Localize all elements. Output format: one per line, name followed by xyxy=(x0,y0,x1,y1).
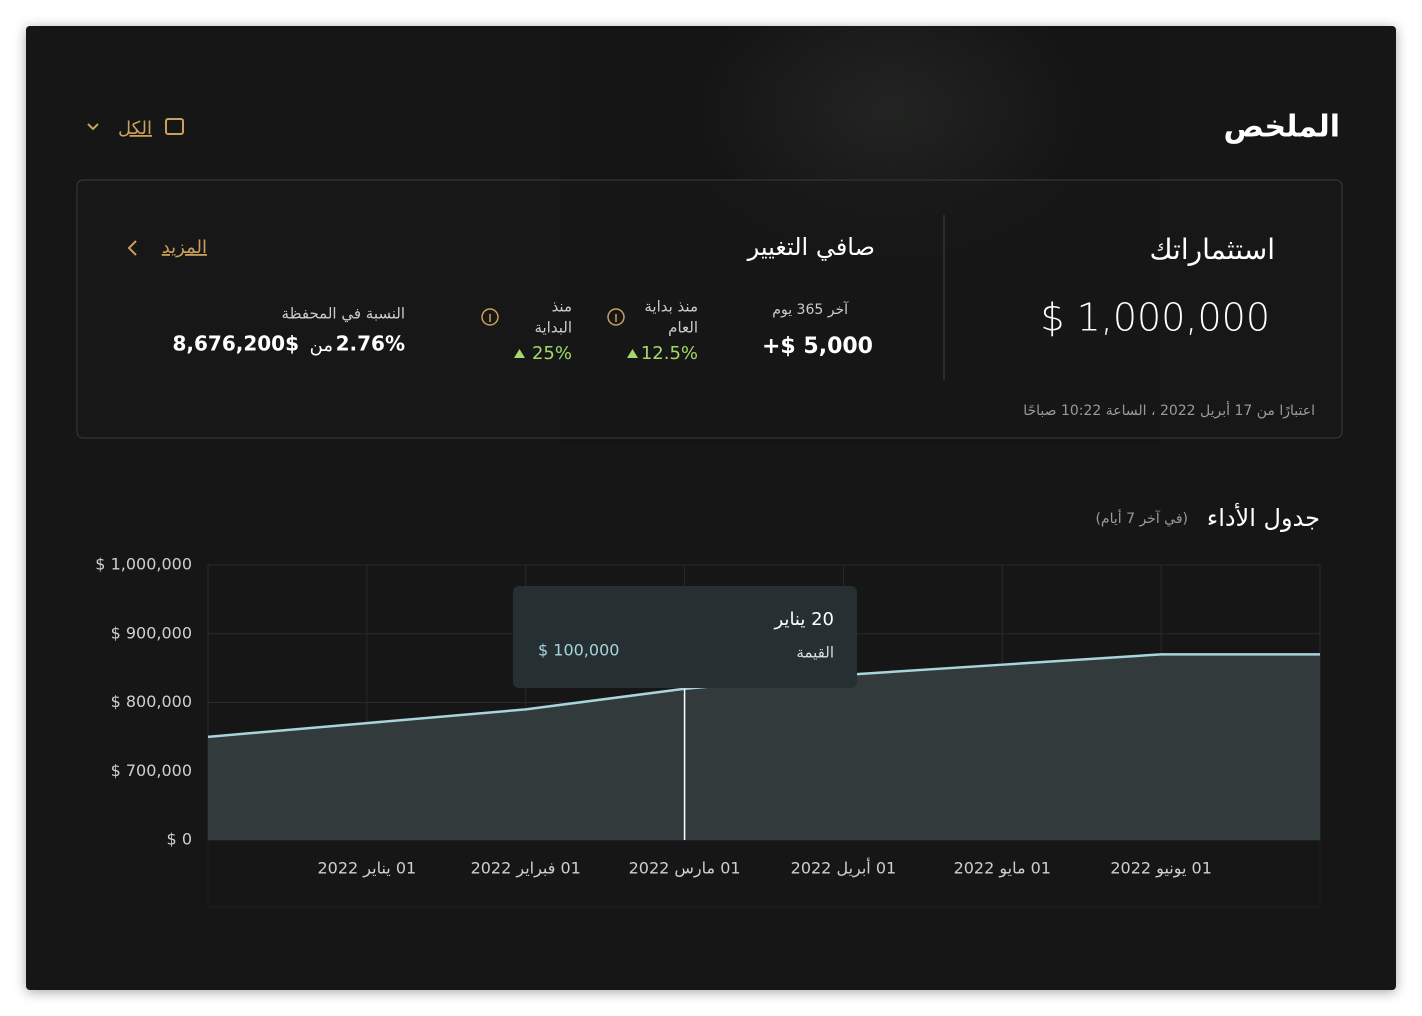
as-of: اعتبارًا من 17 أبريل 2022 ، الساعة 10:22… xyxy=(1023,401,1315,419)
x-tick-label: 01 فبراير 2022 xyxy=(471,859,581,879)
info-icon[interactable] xyxy=(481,308,499,326)
filter-label[interactable]: الكل xyxy=(118,118,152,139)
y-tick-label: $ 700,000 xyxy=(111,761,192,780)
tooltip-label: القيمة xyxy=(796,644,834,662)
stat-label: منذ xyxy=(552,298,572,316)
x-tick-label: 01 أبريل 2022 xyxy=(791,858,897,879)
net-change-title: صافي التغيير xyxy=(747,233,875,261)
stat-value: 12.5% xyxy=(641,343,698,364)
tooltip xyxy=(513,586,857,688)
investments-title: استثماراتك xyxy=(1149,233,1275,266)
area xyxy=(208,654,1320,840)
chevron-icon xyxy=(127,240,137,256)
page-title: الملخص xyxy=(1224,110,1340,145)
chart-subtitle: (في آخر 7 أيام) xyxy=(1095,509,1188,527)
stat-label: النسبة في المحفظة xyxy=(282,305,405,324)
summary-card xyxy=(76,179,1343,439)
more-label[interactable]: المزيد xyxy=(162,237,207,258)
calendar-icon xyxy=(165,118,184,135)
y-tick-label: $ 0 xyxy=(167,830,192,849)
x-tick-label: 01 مايو 2022 xyxy=(954,859,1051,879)
stat-label: آخر 365 يوم xyxy=(772,301,849,318)
up-arrow xyxy=(627,349,638,358)
x-tick-label: 01 يونيو 2022 xyxy=(1110,859,1212,879)
x-tick-label: 01 يناير 2022 xyxy=(318,859,417,879)
x-tick-label: 01 مارس 2022 xyxy=(629,859,741,879)
y-tick-label: $ 800,000 xyxy=(111,692,192,711)
portfolio-share: 2.76% xyxy=(336,332,405,356)
investments-value: $ 1,000,000 xyxy=(1040,296,1270,340)
filter-dropdown[interactable]: الكل xyxy=(87,118,184,139)
portfolio-of: من xyxy=(310,335,333,356)
more-link[interactable]: المزيد xyxy=(127,237,207,258)
tooltip-date: 20 يناير xyxy=(774,609,835,630)
stat-label: العام xyxy=(668,319,698,337)
up-arrow xyxy=(514,349,525,358)
chart-title: جدول الأداء xyxy=(1207,503,1320,532)
portfolio-total: 8,676,200$ xyxy=(172,332,299,356)
info-icon[interactable] xyxy=(607,308,625,326)
plot: $ 0 $ 700,000 $ 800,000 $ 900,000 $ 1,000,00… xyxy=(95,555,1321,879)
stat-value: +$ 5,000 xyxy=(762,334,873,359)
tooltip-value: $ 100,000 xyxy=(538,641,619,660)
y-tick-label: $ 900,000 xyxy=(111,623,192,642)
y-tick-label: $ 1,000,000 xyxy=(95,555,192,574)
stat-value: 25% xyxy=(532,343,572,364)
stat-label: البداية xyxy=(534,319,572,337)
stat-label: منذ بداية xyxy=(644,298,698,316)
chevron-icon xyxy=(87,123,99,131)
